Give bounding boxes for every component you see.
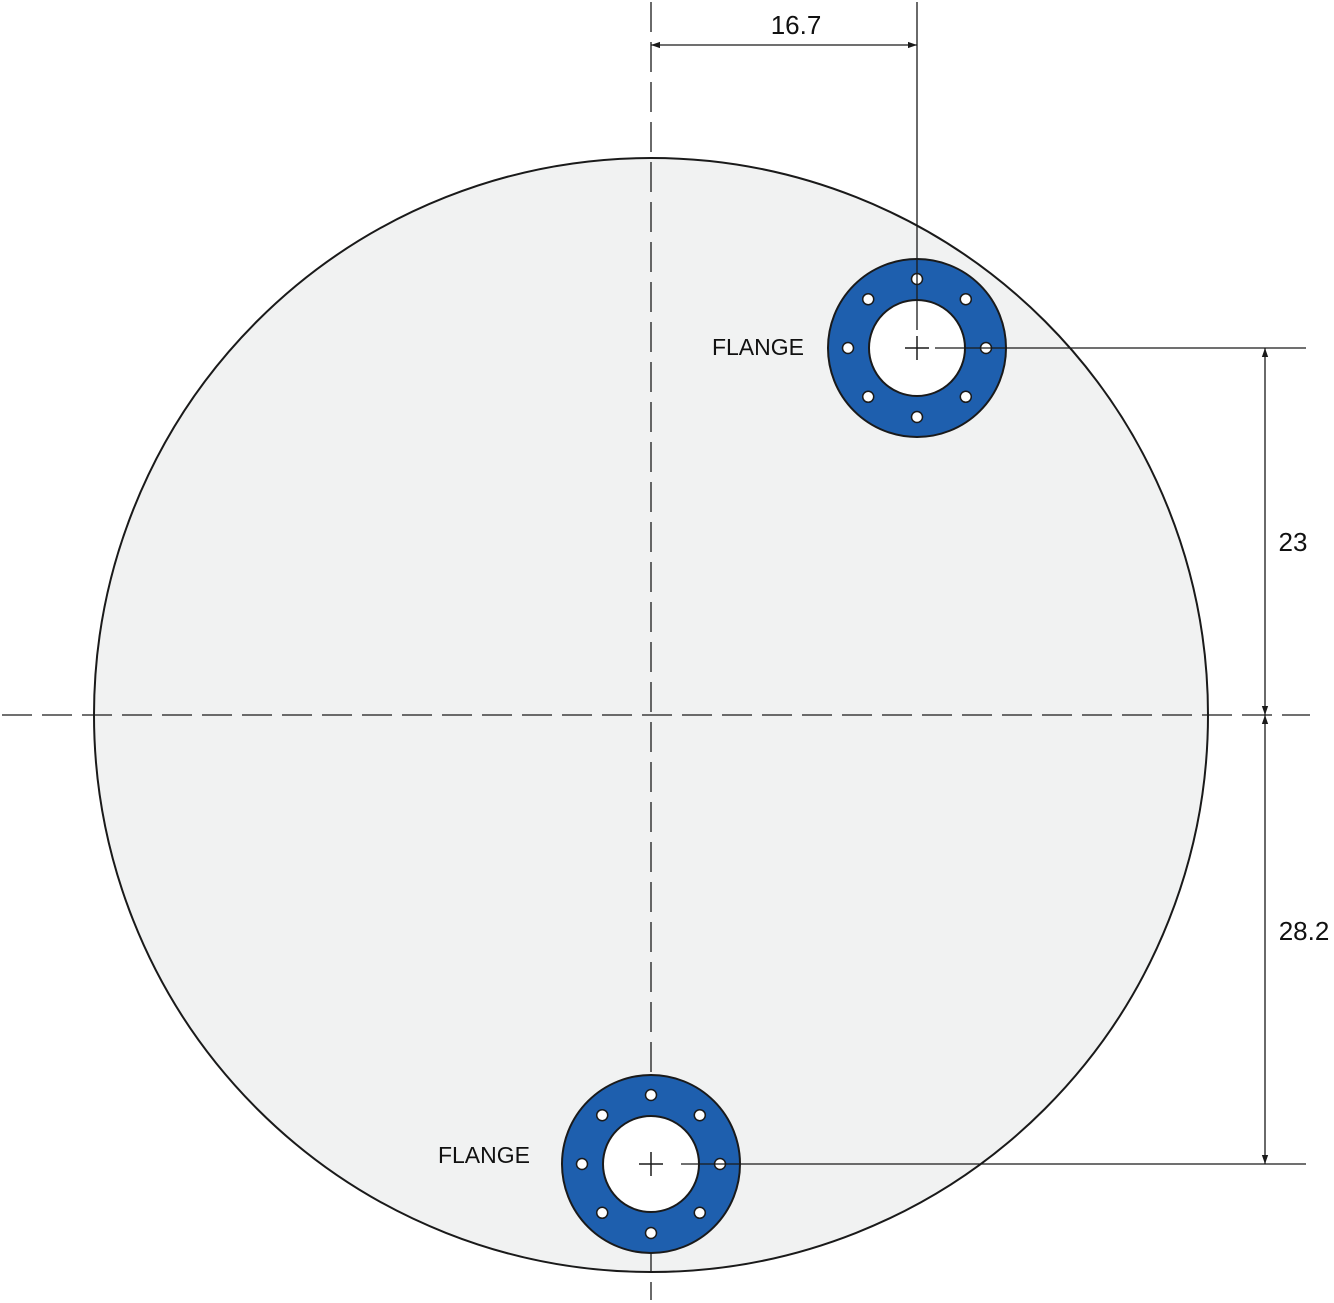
- flange-top: FLANGE: [712, 258, 1007, 438]
- flange-top-bolt-hole: [861, 390, 875, 404]
- flange-bottom-bolt-hole: [575, 1157, 589, 1171]
- flange-top-bolt-hole: [910, 410, 924, 424]
- dimension-vertical-right: 23 28.2: [681, 347, 1330, 1165]
- flange-bottom-bolt-hole: [693, 1206, 707, 1220]
- flange-bottom-bolt-hole: [595, 1108, 609, 1122]
- flange-bottom-label: FLANGE: [438, 1142, 530, 1168]
- dimension-label-23: 23: [1279, 527, 1308, 557]
- dimension-label-28-2: 28.2: [1279, 916, 1330, 946]
- flange-bottom-bolt-hole: [595, 1206, 609, 1220]
- flange-bottom-bolt-holes: [575, 1088, 727, 1240]
- dimension-horizontal-top: 16.7: [651, 2, 918, 330]
- flange-top-bolt-hole: [861, 292, 875, 306]
- flange-top-bolt-hole: [841, 341, 855, 355]
- flange-bottom-bolt-hole: [693, 1108, 707, 1122]
- flange-bottom-bolt-hole: [644, 1088, 658, 1102]
- dimension-label-16-7: 16.7: [771, 10, 822, 40]
- flange-bottom-bolt-hole: [644, 1226, 658, 1240]
- flange-top-bolt-hole: [959, 390, 973, 404]
- flange-bottom: FLANGE: [438, 1074, 741, 1254]
- flange-top-label: FLANGE: [712, 334, 804, 360]
- flange-top-bolt-hole: [959, 292, 973, 306]
